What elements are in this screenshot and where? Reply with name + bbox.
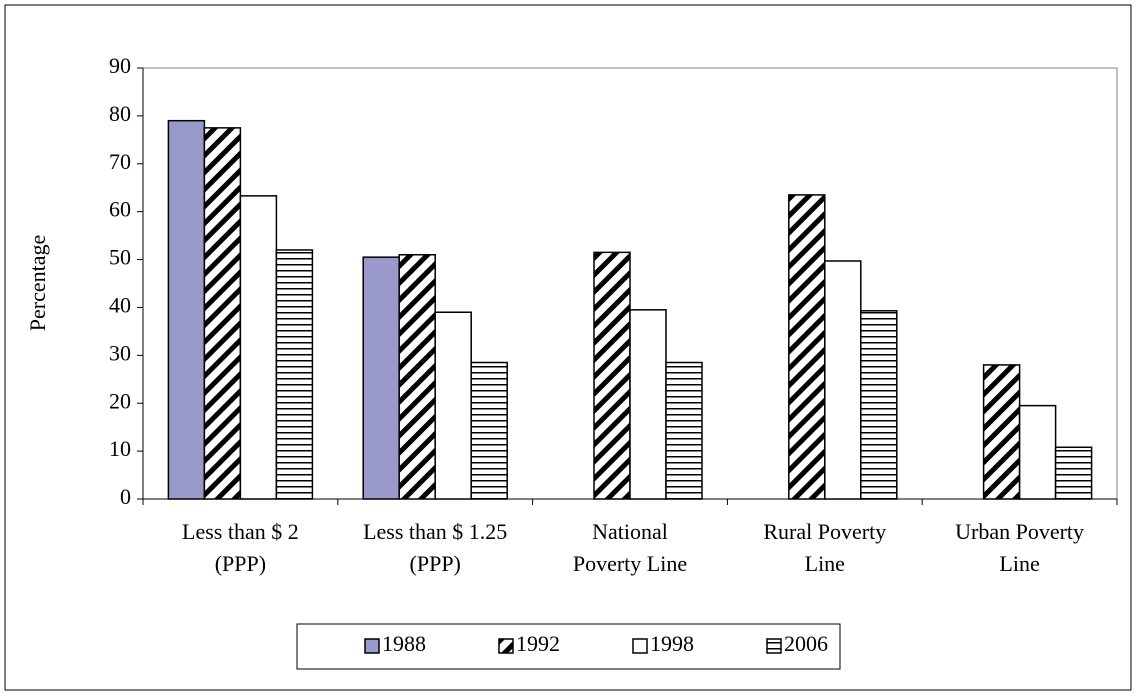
legend-box	[296, 623, 841, 670]
bar	[470, 361, 508, 500]
bar	[982, 364, 1021, 500]
bar	[434, 311, 472, 500]
legend-swatch	[766, 638, 782, 654]
bar	[665, 361, 703, 500]
legend-label: 1998	[650, 631, 694, 656]
bar	[362, 256, 400, 500]
x-tick-label: Line	[805, 551, 845, 576]
legend-swatch	[632, 638, 648, 654]
x-tick-label: Rural Poverty	[763, 519, 886, 544]
bar	[203, 127, 242, 500]
bar	[1054, 446, 1093, 500]
x-tick-label: Poverty Line	[573, 551, 687, 576]
bar	[398, 254, 436, 500]
bar	[239, 195, 278, 500]
y-tick-label: 0	[120, 484, 131, 509]
y-tick-label: 70	[109, 149, 131, 174]
y-axis-label: Percentage	[25, 235, 50, 332]
x-tick-label: (PPP)	[215, 551, 266, 576]
bar	[860, 310, 898, 500]
chart-border	[4, 4, 1132, 691]
legend-label: 1992	[516, 631, 560, 656]
x-tick-label: (PPP)	[410, 551, 461, 576]
y-tick-label: 90	[109, 53, 131, 78]
bar	[593, 251, 631, 500]
x-tick-label: Line	[999, 551, 1039, 576]
x-tick-label: Less than $ 2	[182, 519, 299, 544]
legend-swatch	[364, 638, 380, 654]
x-tick-label: Less than $ 1.25	[363, 519, 507, 544]
bar	[275, 249, 314, 500]
legend-label: 2006	[784, 631, 828, 656]
legend-swatch	[498, 638, 514, 654]
y-tick-label: 60	[109, 197, 131, 222]
y-tick-label: 20	[109, 388, 131, 413]
y-tick-label: 30	[109, 340, 131, 365]
y-tick-label: 80	[109, 101, 131, 126]
bar	[824, 260, 862, 500]
x-tick-label: Urban Poverty	[955, 519, 1084, 544]
y-tick-label: 40	[109, 292, 131, 317]
bar	[167, 119, 206, 500]
y-tick-label: 10	[109, 436, 131, 461]
y-tick-label: 50	[109, 245, 131, 270]
bar	[1018, 404, 1057, 500]
x-tick-label: National	[592, 519, 668, 544]
bar	[629, 309, 667, 500]
legend-label: 1988	[382, 631, 426, 656]
bar	[788, 194, 826, 500]
